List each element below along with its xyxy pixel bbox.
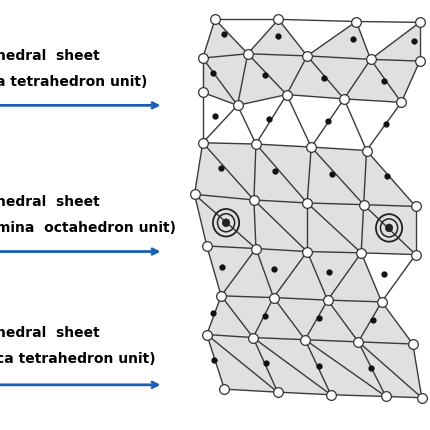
- Polygon shape: [256, 249, 328, 300]
- Polygon shape: [253, 338, 331, 395]
- Polygon shape: [207, 335, 278, 392]
- Circle shape: [222, 219, 230, 227]
- Polygon shape: [207, 296, 253, 338]
- Polygon shape: [307, 56, 371, 99]
- Polygon shape: [307, 203, 361, 253]
- Polygon shape: [305, 340, 386, 396]
- Polygon shape: [358, 342, 422, 398]
- Polygon shape: [194, 194, 256, 249]
- Polygon shape: [203, 143, 256, 200]
- Polygon shape: [361, 205, 416, 255]
- Polygon shape: [203, 58, 237, 105]
- Polygon shape: [194, 194, 256, 249]
- Polygon shape: [237, 54, 287, 105]
- Polygon shape: [358, 342, 422, 398]
- Text: a tetrahedron unit): a tetrahedron unit): [0, 75, 147, 89]
- Polygon shape: [328, 300, 382, 342]
- Polygon shape: [307, 147, 364, 205]
- Text: mina  octahedron unit): mina octahedron unit): [0, 221, 176, 235]
- Polygon shape: [358, 302, 413, 344]
- Polygon shape: [287, 56, 344, 99]
- Text: ca tetrahedron unit): ca tetrahedron unit): [0, 352, 155, 366]
- Polygon shape: [371, 22, 420, 61]
- Polygon shape: [203, 54, 248, 105]
- Polygon shape: [253, 298, 305, 340]
- Polygon shape: [254, 200, 307, 252]
- Polygon shape: [253, 338, 331, 395]
- Polygon shape: [307, 252, 382, 302]
- Circle shape: [385, 224, 393, 232]
- Polygon shape: [194, 143, 254, 200]
- Polygon shape: [203, 19, 248, 58]
- Polygon shape: [248, 19, 307, 56]
- Polygon shape: [254, 144, 307, 203]
- Polygon shape: [344, 59, 401, 102]
- Polygon shape: [307, 252, 382, 302]
- Polygon shape: [254, 200, 307, 252]
- Text: hedral  sheet: hedral sheet: [0, 326, 99, 340]
- Polygon shape: [371, 59, 420, 102]
- Polygon shape: [364, 205, 416, 255]
- Text: hedral  sheet: hedral sheet: [0, 195, 99, 209]
- Polygon shape: [207, 335, 278, 392]
- Polygon shape: [311, 147, 366, 205]
- Polygon shape: [207, 246, 273, 298]
- Polygon shape: [305, 340, 386, 396]
- Polygon shape: [256, 249, 328, 300]
- Polygon shape: [307, 203, 364, 253]
- Polygon shape: [305, 300, 358, 342]
- Polygon shape: [207, 246, 273, 298]
- Polygon shape: [307, 22, 371, 59]
- Text: hedral  sheet: hedral sheet: [0, 49, 99, 63]
- Polygon shape: [364, 150, 416, 206]
- Polygon shape: [221, 296, 273, 338]
- Polygon shape: [256, 144, 311, 203]
- Polygon shape: [248, 54, 307, 95]
- Polygon shape: [273, 298, 328, 340]
